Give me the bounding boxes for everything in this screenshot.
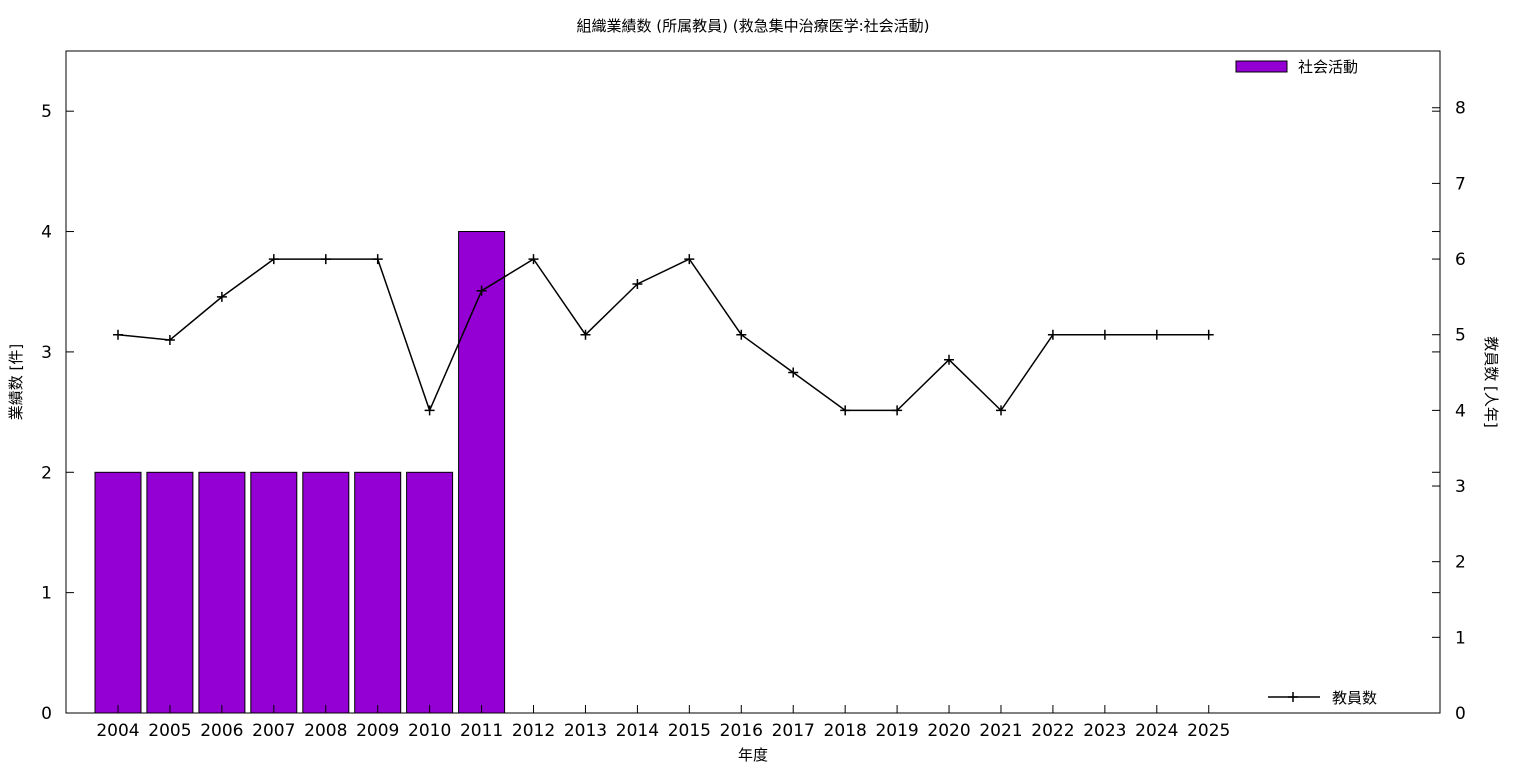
y-tick-label-1: 1 (41, 584, 52, 604)
legend-line-marker (1288, 692, 1298, 702)
point-2025 (1203, 329, 1214, 340)
y2-axis-label: 教員数 [人年] (1482, 336, 1500, 427)
y-tick-label-4: 4 (41, 223, 52, 243)
x-tick-label-2019: 2019 (875, 721, 918, 741)
legend-bar-swatch (1235, 60, 1288, 73)
x-tick-label-2025: 2025 (1187, 721, 1230, 741)
x-tick-label-2020: 2020 (927, 721, 970, 741)
y2-tick-label-4: 4 (1455, 401, 1466, 421)
y2-tick-label-1: 1 (1455, 628, 1466, 648)
line-layer (113, 254, 1214, 416)
point-2012 (528, 254, 539, 265)
y2-tick-label-3: 3 (1455, 477, 1466, 497)
x-tick-label-2014: 2014 (616, 721, 659, 741)
point-2022 (1047, 329, 1058, 340)
bar-2008 (302, 471, 350, 714)
point-2009 (372, 254, 383, 265)
point-2023 (1099, 329, 1110, 340)
point-2015 (684, 254, 695, 265)
point-2016 (736, 329, 747, 340)
bar-2005 (146, 471, 194, 714)
y2-tick-label-6: 6 (1455, 250, 1466, 270)
x-tick-label-2004: 2004 (96, 721, 139, 741)
point-2004 (113, 329, 123, 340)
x-tick-label-2006: 2006 (200, 721, 243, 741)
point-2011 (476, 285, 487, 296)
y2-tick-label-7: 7 (1455, 174, 1466, 194)
x-tick-label-2021: 2021 (979, 721, 1022, 741)
point-2006 (216, 291, 227, 302)
point-2019 (892, 405, 903, 416)
bar-2007 (250, 471, 298, 714)
x-tick-label-2007: 2007 (252, 721, 295, 741)
axes-layer: 0 1 2 3 4 5 0 1 2 3 4 5 6 7 8 2004 2005 2006 2007 2008 2009 2… (41, 99, 1466, 741)
y-tick-label-2: 2 (41, 463, 52, 483)
y2-tick-label-8: 8 (1455, 99, 1466, 119)
x-tick-label-2017: 2017 (772, 721, 815, 741)
legend-line-label: 教員数 (1332, 689, 1377, 707)
bar-2010 (406, 471, 454, 714)
point-2014 (632, 279, 643, 289)
x-tick-label-2015: 2015 (668, 721, 711, 741)
line-series-faculty-count (117, 258, 1209, 413)
x-tick-label-2022: 2022 (1031, 721, 1074, 741)
point-2020 (944, 354, 954, 365)
legend-bar-label: 社会活動 (1298, 58, 1358, 76)
point-2018 (840, 405, 851, 416)
point-2024 (1151, 329, 1162, 340)
x-tick-label-2010: 2010 (408, 721, 451, 741)
y-tick-label-0: 0 (41, 704, 52, 724)
x-tick-label-2023: 2023 (1083, 721, 1126, 741)
x-tick-label-2016: 2016 (720, 721, 763, 741)
x-tick-label-2008: 2008 (304, 721, 347, 741)
point-2008 (320, 254, 331, 265)
legend-bar: 社会活動 (1235, 58, 1358, 76)
x-tick-label-2009: 2009 (356, 721, 399, 741)
bar-2004 (94, 471, 142, 714)
x-tick-label-2012: 2012 (512, 721, 555, 741)
y2-tick-label-0: 0 (1455, 704, 1466, 724)
x-tick-label-2011: 2011 (460, 721, 503, 741)
y-tick-label-5: 5 (41, 102, 52, 122)
x-tick-label-2013: 2013 (564, 721, 607, 741)
x-tick-label-2024: 2024 (1135, 721, 1178, 741)
plot-frame (65, 50, 1441, 714)
bars-layer (94, 231, 506, 714)
point-2017 (788, 367, 799, 378)
chart-title: 組織業績数 (所属教員) (救急集中治療医学:社会活動) (576, 17, 929, 35)
point-2013 (580, 329, 591, 340)
x-tick-label-2005: 2005 (148, 721, 191, 741)
y2-tick-label-5: 5 (1455, 326, 1466, 346)
x-axis-label: 年度 (738, 746, 768, 764)
bar-2009 (354, 471, 402, 714)
y-axis-label: 業績数 [件] (7, 344, 25, 420)
point-2021 (996, 405, 1006, 416)
bar-2006 (198, 471, 246, 714)
y2-tick-label-2: 2 (1455, 553, 1466, 573)
point-2010 (424, 405, 435, 416)
bar-2011 (458, 231, 506, 714)
y-tick-label-3: 3 (41, 343, 52, 363)
point-2005 (164, 335, 175, 345)
x-tick-label-2018: 2018 (824, 721, 867, 741)
legend-line: 教員数 (1268, 689, 1377, 707)
point-2007 (268, 254, 279, 265)
